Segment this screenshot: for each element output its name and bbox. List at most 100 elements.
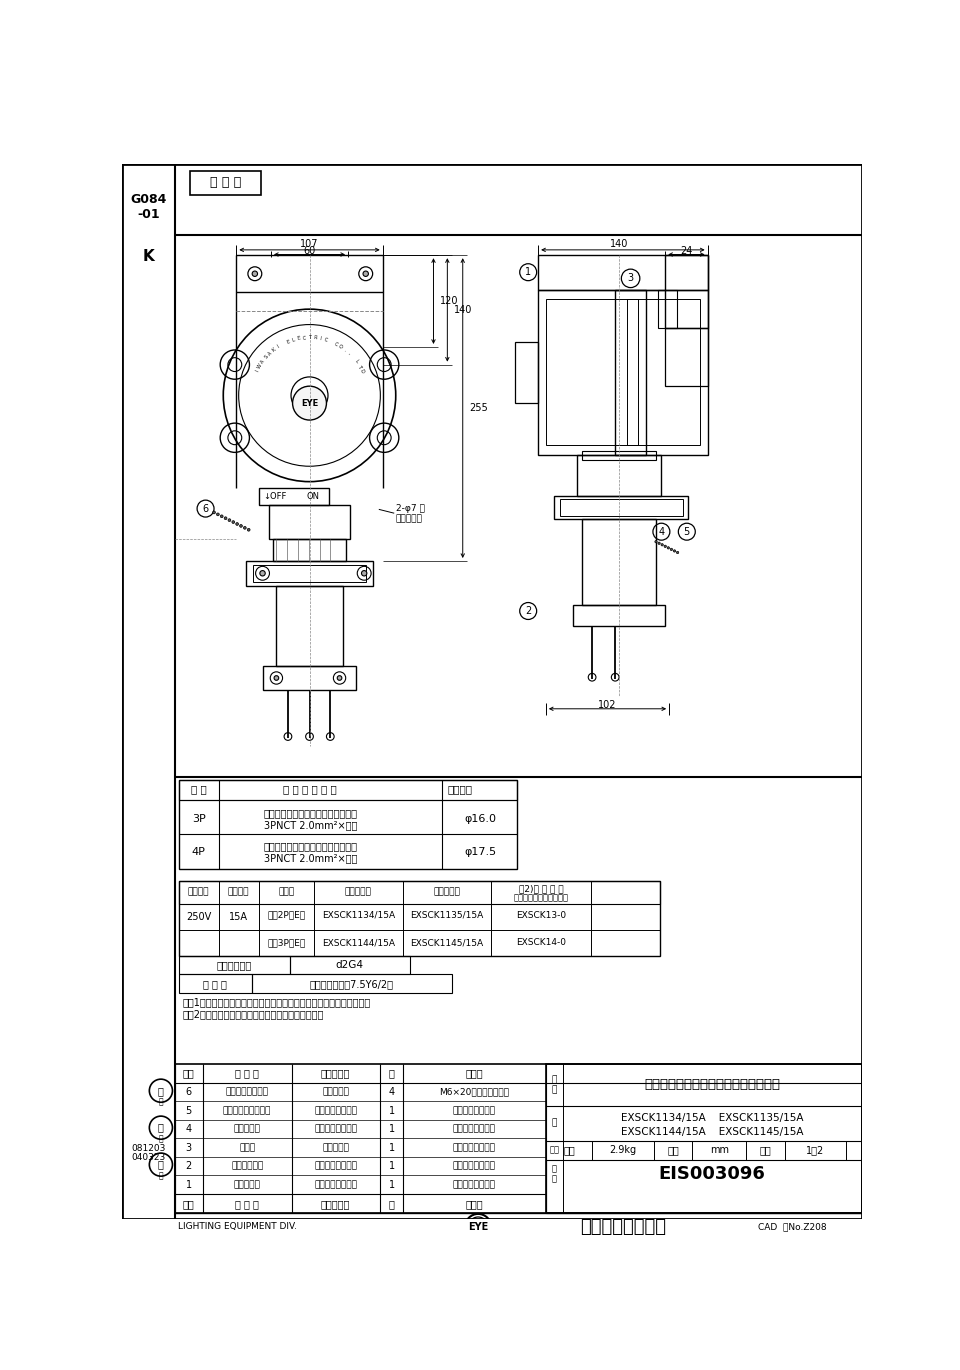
Text: L: L <box>291 337 296 342</box>
Text: ねずみ鋳物: ねずみ鋳物 <box>323 1143 349 1152</box>
Text: R: R <box>313 336 317 341</box>
Bar <box>179 974 252 993</box>
Text: 1：2: 1：2 <box>806 1145 825 1155</box>
Text: 単位: 単位 <box>667 1145 679 1155</box>
Text: 6: 6 <box>185 1088 192 1097</box>
Text: （型式検定合格証形式）: （型式検定合格証形式） <box>514 893 568 903</box>
Text: メラミン焼付塗装: メラミン焼付塗装 <box>453 1162 495 1171</box>
Bar <box>179 781 517 800</box>
Text: 材質・材厚: 材質・材厚 <box>321 1199 350 1208</box>
Bar <box>560 499 683 515</box>
Text: 250V: 250V <box>186 911 211 922</box>
Bar <box>573 604 665 626</box>
Bar <box>539 290 646 455</box>
Text: 定格電圧: 定格電圧 <box>188 888 209 896</box>
Text: EXSCK1145/15A: EXSCK1145/15A <box>410 938 484 948</box>
Text: メラミン焼付塗装: メラミン焼付塗装 <box>453 1125 495 1134</box>
Text: S: S <box>263 355 269 360</box>
Text: .: . <box>343 348 348 352</box>
Text: 新: 新 <box>158 1122 164 1133</box>
Bar <box>582 519 656 604</box>
Text: EYE: EYE <box>468 1222 489 1232</box>
Text: 3PNCT 2.0mm²×４心: 3PNCT 2.0mm²×４心 <box>264 854 357 863</box>
Circle shape <box>677 551 679 553</box>
Text: EXSCK1144/15A    EXSCK1145/15A: EXSCK1144/15A EXSCK1145/15A <box>621 1126 804 1137</box>
Text: 3: 3 <box>185 1143 192 1152</box>
Bar <box>290 956 410 974</box>
Text: 定格電流: 定格電流 <box>228 888 250 896</box>
Text: ２２ニ方出: ２２ニ方出 <box>434 888 461 896</box>
Bar <box>276 585 343 666</box>
Text: T: T <box>356 363 362 369</box>
Circle shape <box>221 515 223 518</box>
Circle shape <box>275 675 278 681</box>
Text: １６ニ方出: １６ニ方出 <box>345 888 372 896</box>
Text: EIS003096: EIS003096 <box>659 1164 766 1182</box>
Bar <box>236 255 383 292</box>
Text: G084
-01: G084 -01 <box>131 193 167 221</box>
Bar <box>179 956 290 974</box>
Text: M6×20（六角ボルト）: M6×20（六角ボルト） <box>440 1088 510 1097</box>
Text: 1: 1 <box>389 1180 395 1189</box>
Circle shape <box>244 526 246 529</box>
Text: 岩崎電気株式会社: 岩崎電気株式会社 <box>580 1218 666 1236</box>
Text: W: W <box>256 363 263 370</box>
Text: EXSCK14-0: EXSCK14-0 <box>516 938 566 948</box>
Text: クロロプレンキャブタイヤケーブル: クロロプレンキャブタイヤケーブル <box>263 808 357 818</box>
Circle shape <box>661 544 663 545</box>
Text: LIGHTING EQUIPMENT DIV.: LIGHTING EQUIPMENT DIV. <box>179 1222 298 1232</box>
Bar <box>546 299 638 445</box>
Text: φ17.5: φ17.5 <box>465 847 496 858</box>
Text: K: K <box>143 249 155 264</box>
Bar <box>252 974 452 993</box>
Text: 140: 140 <box>610 240 628 249</box>
Text: 3PNCT 2.0mm²×３心: 3PNCT 2.0mm²×３心 <box>264 821 357 830</box>
Circle shape <box>225 516 227 519</box>
Text: ON: ON <box>307 492 320 501</box>
Text: 1: 1 <box>525 267 531 277</box>
Text: 端子箱: 端子箱 <box>239 1143 255 1152</box>
Text: 締付リング: 締付リング <box>233 1125 260 1134</box>
Bar <box>259 488 328 504</box>
Text: 120: 120 <box>440 296 458 307</box>
Bar <box>179 781 517 869</box>
Text: アルミダイカスト: アルミダイカスト <box>314 1162 357 1171</box>
Bar <box>539 255 708 290</box>
Text: 箱量: 箱量 <box>549 1145 560 1155</box>
Text: 尺度: 尺度 <box>759 1145 771 1155</box>
Text: 注）1．一方出としても使えるようにプラグを１個付置させています。: 注）1．一方出としても使えるようにプラグを１個付置させています。 <box>182 997 371 1007</box>
Text: 値　考: 値 考 <box>466 1069 483 1078</box>
Bar <box>179 881 660 904</box>
Text: メラミン焼付塗装: メラミン焼付塗装 <box>453 1180 495 1189</box>
Text: 6: 6 <box>203 504 208 514</box>
Text: 極 数: 極 数 <box>191 785 206 795</box>
Circle shape <box>213 511 215 514</box>
Circle shape <box>260 570 265 575</box>
Text: メラミン焼付塗装: メラミン焼付塗装 <box>453 1143 495 1152</box>
Text: 1: 1 <box>389 1125 395 1134</box>
Text: 60: 60 <box>303 247 316 256</box>
Text: 坂: 坂 <box>158 1159 164 1170</box>
Text: 品
名: 品 名 <box>552 1075 557 1095</box>
Text: 2: 2 <box>525 606 531 616</box>
Circle shape <box>362 570 367 575</box>
Text: 値　考: 値 考 <box>466 1199 483 1208</box>
Text: 検: 検 <box>158 1085 164 1096</box>
Text: I: I <box>276 344 280 349</box>
Text: 防爆構造記号: 防爆構造記号 <box>216 960 252 970</box>
Bar <box>246 560 373 585</box>
Text: 24: 24 <box>681 247 693 256</box>
Text: 極　数: 極 数 <box>278 888 295 896</box>
Text: 枚: 枚 <box>389 1199 395 1208</box>
Text: 1: 1 <box>389 1143 395 1152</box>
Text: O: O <box>338 344 344 349</box>
Text: 図
番: 図 番 <box>552 1164 557 1184</box>
Text: アルミダイカスト: アルミダイカスト <box>314 1125 357 1134</box>
Text: 4P: 4P <box>192 847 205 858</box>
Text: 5: 5 <box>684 526 690 537</box>
Text: プラグホルダ: プラグホルダ <box>231 1162 263 1171</box>
Text: 仕 上 色: 仕 上 色 <box>203 978 227 989</box>
Circle shape <box>293 386 326 421</box>
Text: 注2)本 体 形 式: 注2)本 体 形 式 <box>519 885 564 893</box>
Bar <box>224 342 396 482</box>
